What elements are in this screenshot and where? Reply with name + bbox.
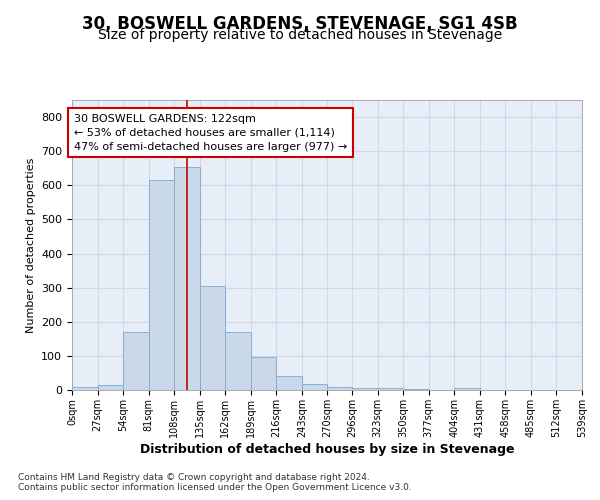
Bar <box>454 388 480 390</box>
Bar <box>352 388 377 390</box>
Text: Contains public sector information licensed under the Open Government Licence v3: Contains public sector information licen… <box>18 482 412 492</box>
Bar <box>302 384 328 390</box>
Text: 30, BOSWELL GARDENS, STEVENAGE, SG1 4SB: 30, BOSWELL GARDENS, STEVENAGE, SG1 4SB <box>82 15 518 33</box>
Bar <box>98 385 123 390</box>
Bar <box>123 332 149 390</box>
Bar <box>377 388 403 390</box>
Bar <box>72 388 98 390</box>
Text: Size of property relative to detached houses in Stevenage: Size of property relative to detached ho… <box>98 28 502 42</box>
Bar <box>174 166 200 390</box>
Bar <box>225 332 251 390</box>
Bar <box>200 286 225 390</box>
Text: Contains HM Land Registry data © Crown copyright and database right 2024.: Contains HM Land Registry data © Crown c… <box>18 472 370 482</box>
Bar <box>149 180 174 390</box>
Text: 30 BOSWELL GARDENS: 122sqm
← 53% of detached houses are smaller (1,114)
47% of s: 30 BOSWELL GARDENS: 122sqm ← 53% of deta… <box>74 114 347 152</box>
Y-axis label: Number of detached properties: Number of detached properties <box>26 158 35 332</box>
Bar <box>277 376 302 390</box>
Text: Distribution of detached houses by size in Stevenage: Distribution of detached houses by size … <box>140 442 514 456</box>
Bar <box>251 357 277 390</box>
Bar <box>328 386 352 390</box>
